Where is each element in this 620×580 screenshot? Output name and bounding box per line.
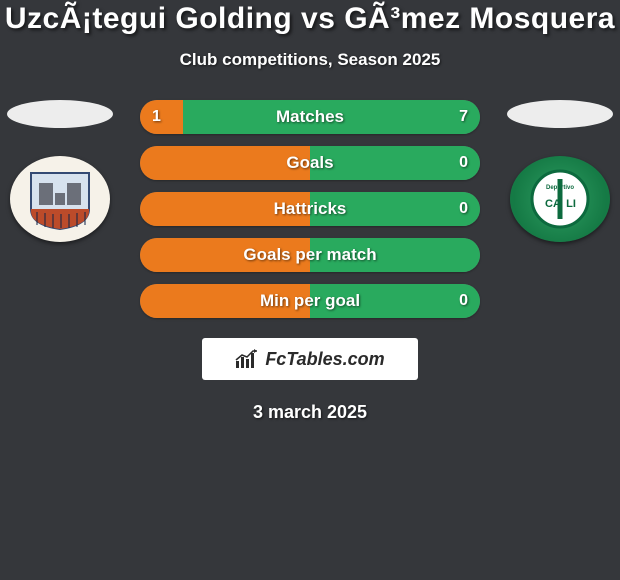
stat-label: Matches: [140, 107, 480, 127]
brand-box: FcTables.com: [202, 338, 418, 380]
brand-text: FcTables.com: [265, 349, 384, 370]
right-club-crest-icon: Deportivo CA LI: [525, 167, 595, 231]
stat-right-value: 0: [459, 154, 468, 172]
bar-chart-icon: [235, 349, 259, 369]
left-player-column: [0, 100, 120, 242]
right-club-badge: Deportivo CA LI: [510, 156, 610, 242]
stat-label: Goals per match: [140, 245, 480, 265]
right-player-column: Deportivo CA LI: [500, 100, 620, 242]
left-club-badge: [10, 156, 110, 242]
stat-row-goals-per-match: Goals per match: [140, 238, 480, 272]
stat-row-matches: 1 Matches 7: [140, 100, 480, 134]
stats-pills: 1 Matches 7 Goals 0 Hattricks 0: [140, 100, 480, 318]
left-player-photo: [7, 100, 113, 128]
stat-label: Min per goal: [140, 291, 480, 311]
svg-text:CA: CA: [545, 198, 561, 210]
stat-row-goals: Goals 0: [140, 146, 480, 180]
stat-right-value: 7: [459, 108, 468, 126]
stat-label: Hattricks: [140, 199, 480, 219]
page-title: UzcÃ¡tegui Golding vs GÃ³mez Mosquera: [0, 2, 620, 36]
stat-right-value: 0: [459, 200, 468, 218]
subtitle: Club competitions, Season 2025: [0, 50, 620, 70]
stat-right-value: 0: [459, 292, 468, 310]
left-club-crest-icon: [25, 167, 95, 231]
right-player-photo: [507, 100, 613, 128]
stat-row-hattricks: Hattricks 0: [140, 192, 480, 226]
svg-text:Deportivo: Deportivo: [546, 185, 574, 191]
date-text: 3 march 2025: [0, 402, 620, 423]
stat-label: Goals: [140, 153, 480, 173]
svg-text:LI: LI: [566, 198, 576, 210]
stats-area: Deportivo CA LI 1 Matches 7: [0, 100, 620, 423]
stat-row-min-per-goal: Min per goal 0: [140, 284, 480, 318]
